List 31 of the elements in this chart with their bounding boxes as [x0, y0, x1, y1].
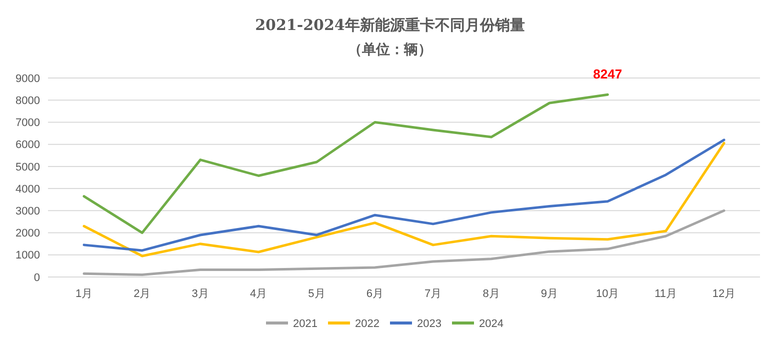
x-tick-label: 7月 — [424, 288, 442, 300]
y-tick-label: 6000 — [16, 139, 40, 152]
legend-label: 2021 — [293, 318, 318, 330]
x-tick-label: 6月 — [366, 288, 384, 300]
x-tick-label: 8月 — [482, 288, 500, 300]
x-tick-label: 9月 — [540, 288, 558, 300]
x-tick-label: 1月 — [75, 288, 93, 300]
legend-label: 2023 — [417, 318, 442, 330]
y-tick-label: 5000 — [16, 161, 40, 174]
legend-label: 2024 — [479, 318, 504, 330]
line-series — [82, 209, 726, 276]
x-tick-label: 5月 — [308, 288, 326, 300]
x-tick-label: 2月 — [134, 288, 151, 300]
x-tick-label: 12月 — [712, 288, 736, 300]
chart-title: 2021-2024年新能源重卡不同月份销量 — [255, 16, 525, 34]
legend-label: 2022 — [355, 318, 380, 330]
line-series — [82, 93, 609, 234]
x-tick-label: 4月 — [250, 288, 268, 300]
y-tick-label: 1000 — [16, 250, 40, 262]
x-tick-label: 3月 — [192, 288, 209, 300]
y-tick-label: 2000 — [16, 228, 40, 240]
annotation: 8247 — [593, 66, 622, 82]
x-tick-label: 11月 — [654, 288, 678, 300]
y-tick-label: 4000 — [16, 183, 40, 196]
y-tick-label: 3000 — [16, 206, 40, 218]
y-tick-label: 0 — [34, 272, 40, 284]
y-tick-label: 9000 — [16, 72, 40, 85]
y-tick-label: 8000 — [16, 94, 40, 107]
y-tick-label: 7000 — [16, 117, 40, 130]
x-tick-label: 10月 — [596, 288, 620, 300]
chart-subtitle: （单位：辆） — [348, 42, 432, 58]
